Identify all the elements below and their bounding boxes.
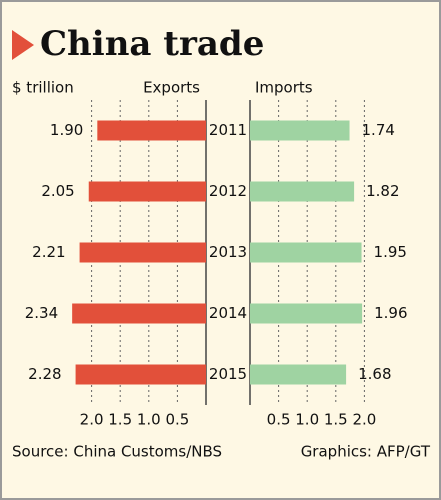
category-label: 2015 <box>209 365 247 383</box>
x-tick-label: 0.5 <box>267 411 291 429</box>
bar <box>72 303 206 324</box>
title-marker <box>12 30 34 60</box>
category-label: 2014 <box>209 304 247 322</box>
value-label: 1.95 <box>374 243 407 261</box>
credit: Graphics: AFP/GT <box>301 443 431 461</box>
bar <box>250 181 355 202</box>
bar <box>250 242 362 263</box>
x-tick-label: 1.5 <box>324 411 348 429</box>
x-tick-label: 0.5 <box>165 411 189 429</box>
x-tick-label: 1.5 <box>108 411 132 429</box>
category-label: 2011 <box>209 121 247 139</box>
value-label: 2.28 <box>28 365 61 383</box>
legend-label: Imports <box>255 79 313 97</box>
x-tick-label: 1.0 <box>137 411 161 429</box>
bar <box>250 364 347 385</box>
unit-label: $ trillion <box>12 79 74 97</box>
value-label: 1.96 <box>374 304 407 322</box>
bar <box>79 242 206 263</box>
x-tick-label: 2.0 <box>352 411 376 429</box>
value-label: 1.82 <box>366 182 399 200</box>
value-label: 1.68 <box>358 365 391 383</box>
bar <box>250 303 363 324</box>
legend-label: Exports <box>143 79 200 97</box>
value-label: 2.21 <box>32 243 65 261</box>
value-label: 1.74 <box>362 121 395 139</box>
x-tick-label: 2.0 <box>80 411 104 429</box>
value-label: 2.34 <box>25 304 58 322</box>
bar <box>97 120 206 141</box>
source: Source: China Customs/NBS <box>12 443 222 461</box>
chart-title: China trade <box>40 24 264 64</box>
bar <box>88 181 206 202</box>
category-label: 2012 <box>209 182 247 200</box>
x-tick-label: 1.0 <box>295 411 319 429</box>
value-label: 2.05 <box>41 182 74 200</box>
bar <box>250 120 350 141</box>
bar <box>75 364 206 385</box>
category-label: 2013 <box>209 243 247 261</box>
value-label: 1.90 <box>50 121 83 139</box>
